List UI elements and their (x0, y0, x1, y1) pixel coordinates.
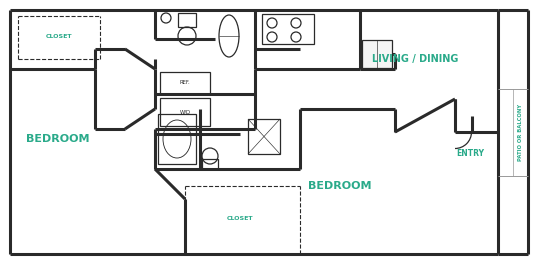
Text: W/D: W/D (179, 110, 191, 115)
Bar (178, 13, 196, 27)
Text: PATIO OR BALCONY: PATIO OR BALCONY (518, 103, 523, 161)
Text: BEDROOM: BEDROOM (26, 134, 90, 144)
Bar (248, 119, 280, 154)
Bar (262, 14, 314, 44)
Text: CLOSET: CLOSET (227, 216, 253, 221)
Text: CLOSET: CLOSET (46, 35, 72, 40)
Bar (202, 159, 218, 169)
Text: LIVING / DINING: LIVING / DINING (372, 54, 458, 64)
Text: ENTRY: ENTRY (456, 149, 484, 158)
Bar (158, 114, 196, 164)
Bar (160, 98, 210, 126)
Text: REF.: REF. (180, 81, 190, 86)
Bar (362, 40, 392, 68)
Bar (160, 72, 210, 94)
Text: BEDROOM: BEDROOM (308, 181, 372, 191)
